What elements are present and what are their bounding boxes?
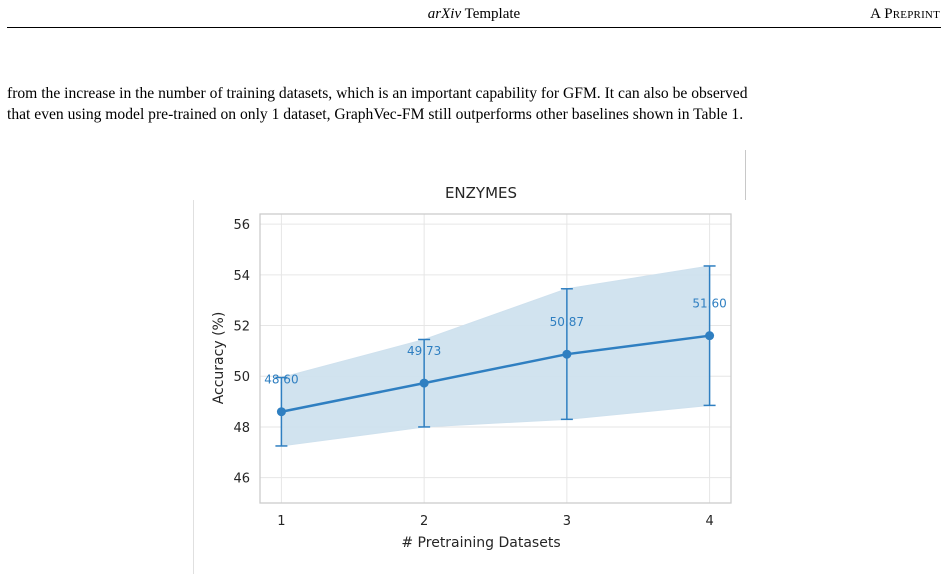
- data-label: 48.60: [264, 373, 298, 387]
- chart-title: ENZYMES: [445, 184, 517, 202]
- x-axis-label: # Pretraining Datasets: [401, 535, 560, 551]
- y-axis-label: Accuracy (%): [211, 312, 227, 405]
- data-point: [419, 378, 429, 388]
- error-band: [280, 265, 711, 447]
- data-point: [562, 349, 572, 359]
- data-points: [276, 331, 715, 417]
- y-tick-label: 48: [233, 421, 250, 436]
- x-tick-label: 4: [705, 514, 713, 529]
- running-title: arXiv Template: [7, 6, 941, 23]
- x-tick-label: 1: [277, 514, 285, 529]
- data-label: 51.60: [692, 297, 726, 311]
- data-point: [705, 331, 715, 341]
- y-tick-label: 46: [233, 472, 250, 487]
- x-tick-labels: 1 2 3 4: [277, 514, 713, 529]
- body-paragraph: from the increase in the number of train…: [7, 83, 943, 125]
- series-line: [281, 334, 710, 413]
- y-tick-label: 52: [233, 320, 250, 335]
- y-tick-label: 50: [233, 370, 250, 385]
- figure-left-border: [193, 200, 194, 574]
- running-title-italic: arXiv: [427, 6, 462, 22]
- y-tick-labels: 46 48 50 52 54 56: [233, 218, 250, 487]
- running-title-rest: Template: [461, 6, 521, 22]
- x-tick-label: 3: [563, 514, 571, 529]
- data-label: 49.73: [407, 344, 441, 358]
- y-tick-label: 54: [233, 269, 250, 284]
- data-labels: 48.60 49.73 50.87 51.60: [264, 297, 727, 387]
- page-header: arXiv Template A Preprint: [7, 0, 941, 28]
- data-point: [276, 407, 286, 417]
- preprint-label: A Preprint: [870, 6, 940, 22]
- data-label: 50.87: [550, 315, 584, 329]
- body-line-1: from the increase in the number of train…: [7, 85, 748, 102]
- accuracy-chart: 48.60 49.73 50.87 51.60 46 48 50 52 54 56 1 2 3 4 E…: [211, 184, 732, 551]
- figure-divider: [745, 150, 746, 200]
- plot-frame: [259, 213, 732, 504]
- x-tick-label: 2: [420, 514, 428, 529]
- y-tick-label: 56: [233, 218, 250, 233]
- body-line-2: that even using model pre-trained on onl…: [7, 106, 744, 123]
